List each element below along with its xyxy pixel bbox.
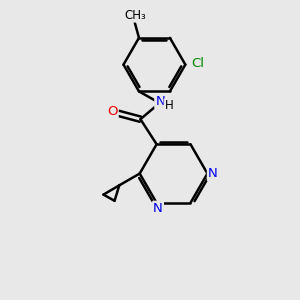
Text: Cl: Cl: [191, 57, 204, 70]
Text: N: N: [155, 95, 165, 108]
Text: H: H: [165, 100, 173, 112]
Text: CH₃: CH₃: [124, 9, 146, 22]
Text: N: N: [153, 202, 163, 215]
Text: N: N: [208, 167, 218, 180]
Text: O: O: [107, 105, 118, 118]
